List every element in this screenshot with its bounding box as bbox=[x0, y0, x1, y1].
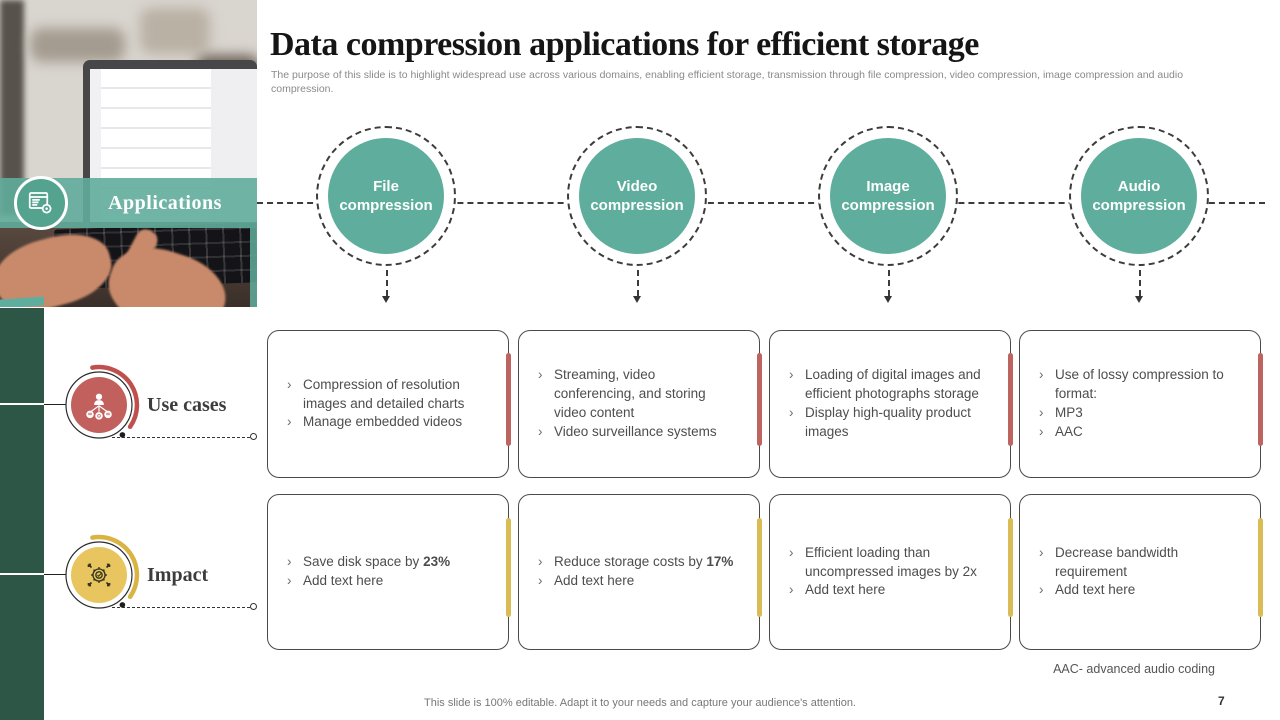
node-circle: Audio compression bbox=[1077, 134, 1201, 258]
down-arrow-head bbox=[382, 296, 390, 303]
page-subtitle: The purpose of this slide is to highligh… bbox=[271, 69, 1184, 95]
bullet-item: Add text here bbox=[282, 572, 488, 591]
down-arrow-head bbox=[1135, 296, 1143, 303]
editable-note: This slide is 100% editable. Adapt it to… bbox=[424, 697, 856, 709]
box-accent-bar bbox=[756, 352, 762, 447]
bullet-item: Streaming, video conferencing, and stori… bbox=[533, 366, 739, 423]
bullet-item: Compression of resolution images and det… bbox=[282, 376, 488, 414]
connector-end-circle bbox=[250, 603, 257, 610]
bullet-item: Add text here bbox=[784, 581, 990, 600]
bullet-item: MP3 bbox=[1034, 404, 1240, 423]
page-title: Data compression applications for effici… bbox=[270, 26, 979, 63]
node-circle: File compression bbox=[324, 134, 448, 258]
row-line bbox=[0, 403, 44, 405]
down-arrow-head bbox=[884, 296, 892, 303]
timeline-dashed-line bbox=[257, 202, 1265, 204]
use-cases-connector bbox=[112, 437, 250, 438]
connector-end-circle bbox=[250, 433, 257, 440]
node-circle: Video compression bbox=[575, 134, 699, 258]
bullet-item: Manage embedded videos bbox=[282, 413, 488, 432]
node-circle: Image compression bbox=[826, 134, 950, 258]
aac-footnote: AAC- advanced audio coding bbox=[1053, 662, 1215, 676]
bullet-list: Efficient loading than uncompressed imag… bbox=[770, 534, 1010, 611]
bullet-item: Save disk space by 23% bbox=[282, 553, 488, 572]
bullet-item: Use of lossy compression to format: bbox=[1034, 366, 1240, 404]
bullet-item: Loading of digital images and efficient … bbox=[784, 366, 990, 404]
box-accent-bar bbox=[756, 518, 762, 617]
row-line bbox=[44, 574, 67, 575]
photo-background-blob bbox=[30, 28, 125, 62]
node-image-compression: Image compression bbox=[818, 126, 958, 266]
use-cases-badge bbox=[59, 364, 140, 445]
node-label: Audio compression bbox=[1092, 177, 1186, 215]
down-arrow bbox=[888, 270, 890, 296]
use-cases-audio-compression-box: Use of lossy compression to format:MP3AA… bbox=[1019, 330, 1263, 478]
box-accent-bar bbox=[505, 518, 511, 617]
impact-gear-check-icon bbox=[71, 547, 127, 603]
applications-label: Applications bbox=[108, 192, 222, 214]
box-accent-bar bbox=[1257, 352, 1263, 447]
box-accent-bar bbox=[1007, 352, 1013, 447]
bullet-item: Add text here bbox=[1034, 581, 1240, 600]
box-accent-bar bbox=[505, 352, 511, 447]
impact-badge bbox=[59, 534, 140, 615]
laptop-photo bbox=[0, 0, 257, 307]
bullet-item: Efficient loading than uncompressed imag… bbox=[784, 544, 990, 582]
banner-fold-right bbox=[250, 228, 257, 307]
impact-video-compression-box: Reduce storage costs by 17%Add text here bbox=[518, 494, 762, 650]
impact-label: Impact bbox=[147, 564, 209, 586]
bullet-item: AAC bbox=[1034, 423, 1240, 442]
banner-fold-bottom bbox=[0, 296, 44, 307]
down-arrow bbox=[1139, 270, 1141, 296]
box-accent-bar bbox=[1007, 518, 1013, 617]
impact-image-compression-box: Efficient loading than uncompressed imag… bbox=[769, 494, 1013, 650]
left-accent-bar bbox=[0, 308, 44, 720]
node-video-compression: Video compression bbox=[567, 126, 707, 266]
node-label: Video compression bbox=[590, 177, 684, 215]
photo-background-blob bbox=[140, 8, 210, 54]
use-cases-video-compression-box: Streaming, video conferencing, and stori… bbox=[518, 330, 762, 478]
bullet-item: Reduce storage costs by 17% bbox=[533, 553, 739, 572]
impact-audio-compression-box: Decrease bandwidth requirementAdd text h… bbox=[1019, 494, 1263, 650]
node-file-compression: File compression bbox=[316, 126, 456, 266]
row-line bbox=[0, 573, 44, 575]
node-label: Image compression bbox=[841, 177, 935, 215]
box-accent-bar bbox=[1257, 518, 1263, 617]
down-arrow bbox=[637, 270, 639, 296]
applications-window-gear-icon bbox=[14, 176, 68, 230]
node-audio-compression: Audio compression bbox=[1069, 126, 1209, 266]
bullet-item: Display high-quality product images bbox=[784, 404, 990, 442]
down-arrow-head bbox=[633, 296, 641, 303]
bullet-list: Reduce storage costs by 17%Add text here bbox=[519, 543, 759, 601]
row-line bbox=[44, 404, 67, 405]
bullet-list: Streaming, video conferencing, and stori… bbox=[519, 356, 759, 452]
use-cases-image-compression-box: Loading of digital images and efficient … bbox=[769, 330, 1013, 478]
page-number: 7 bbox=[1218, 694, 1225, 708]
bullet-list: Loading of digital images and efficient … bbox=[770, 356, 1010, 452]
bullet-item: Add text here bbox=[533, 572, 739, 591]
use-cases-file-compression-box: Compression of resolution images and det… bbox=[267, 330, 511, 478]
bullet-list: Decrease bandwidth requirementAdd text h… bbox=[1020, 534, 1260, 611]
use-cases-network-icon bbox=[71, 377, 127, 433]
bullet-list: Compression of resolution images and det… bbox=[268, 366, 508, 443]
bullet-item: Video surveillance systems bbox=[533, 423, 739, 442]
use-cases-label: Use cases bbox=[147, 394, 227, 416]
down-arrow bbox=[386, 270, 388, 296]
impact-file-compression-box: Save disk space by 23%Add text here bbox=[267, 494, 511, 650]
bullet-item: Decrease bandwidth requirement bbox=[1034, 544, 1240, 582]
impact-connector bbox=[112, 607, 250, 608]
node-label: File compression bbox=[339, 177, 433, 215]
bullet-list: Save disk space by 23%Add text here bbox=[268, 543, 508, 601]
bullet-list: Use of lossy compression to format:MP3AA… bbox=[1020, 356, 1260, 452]
